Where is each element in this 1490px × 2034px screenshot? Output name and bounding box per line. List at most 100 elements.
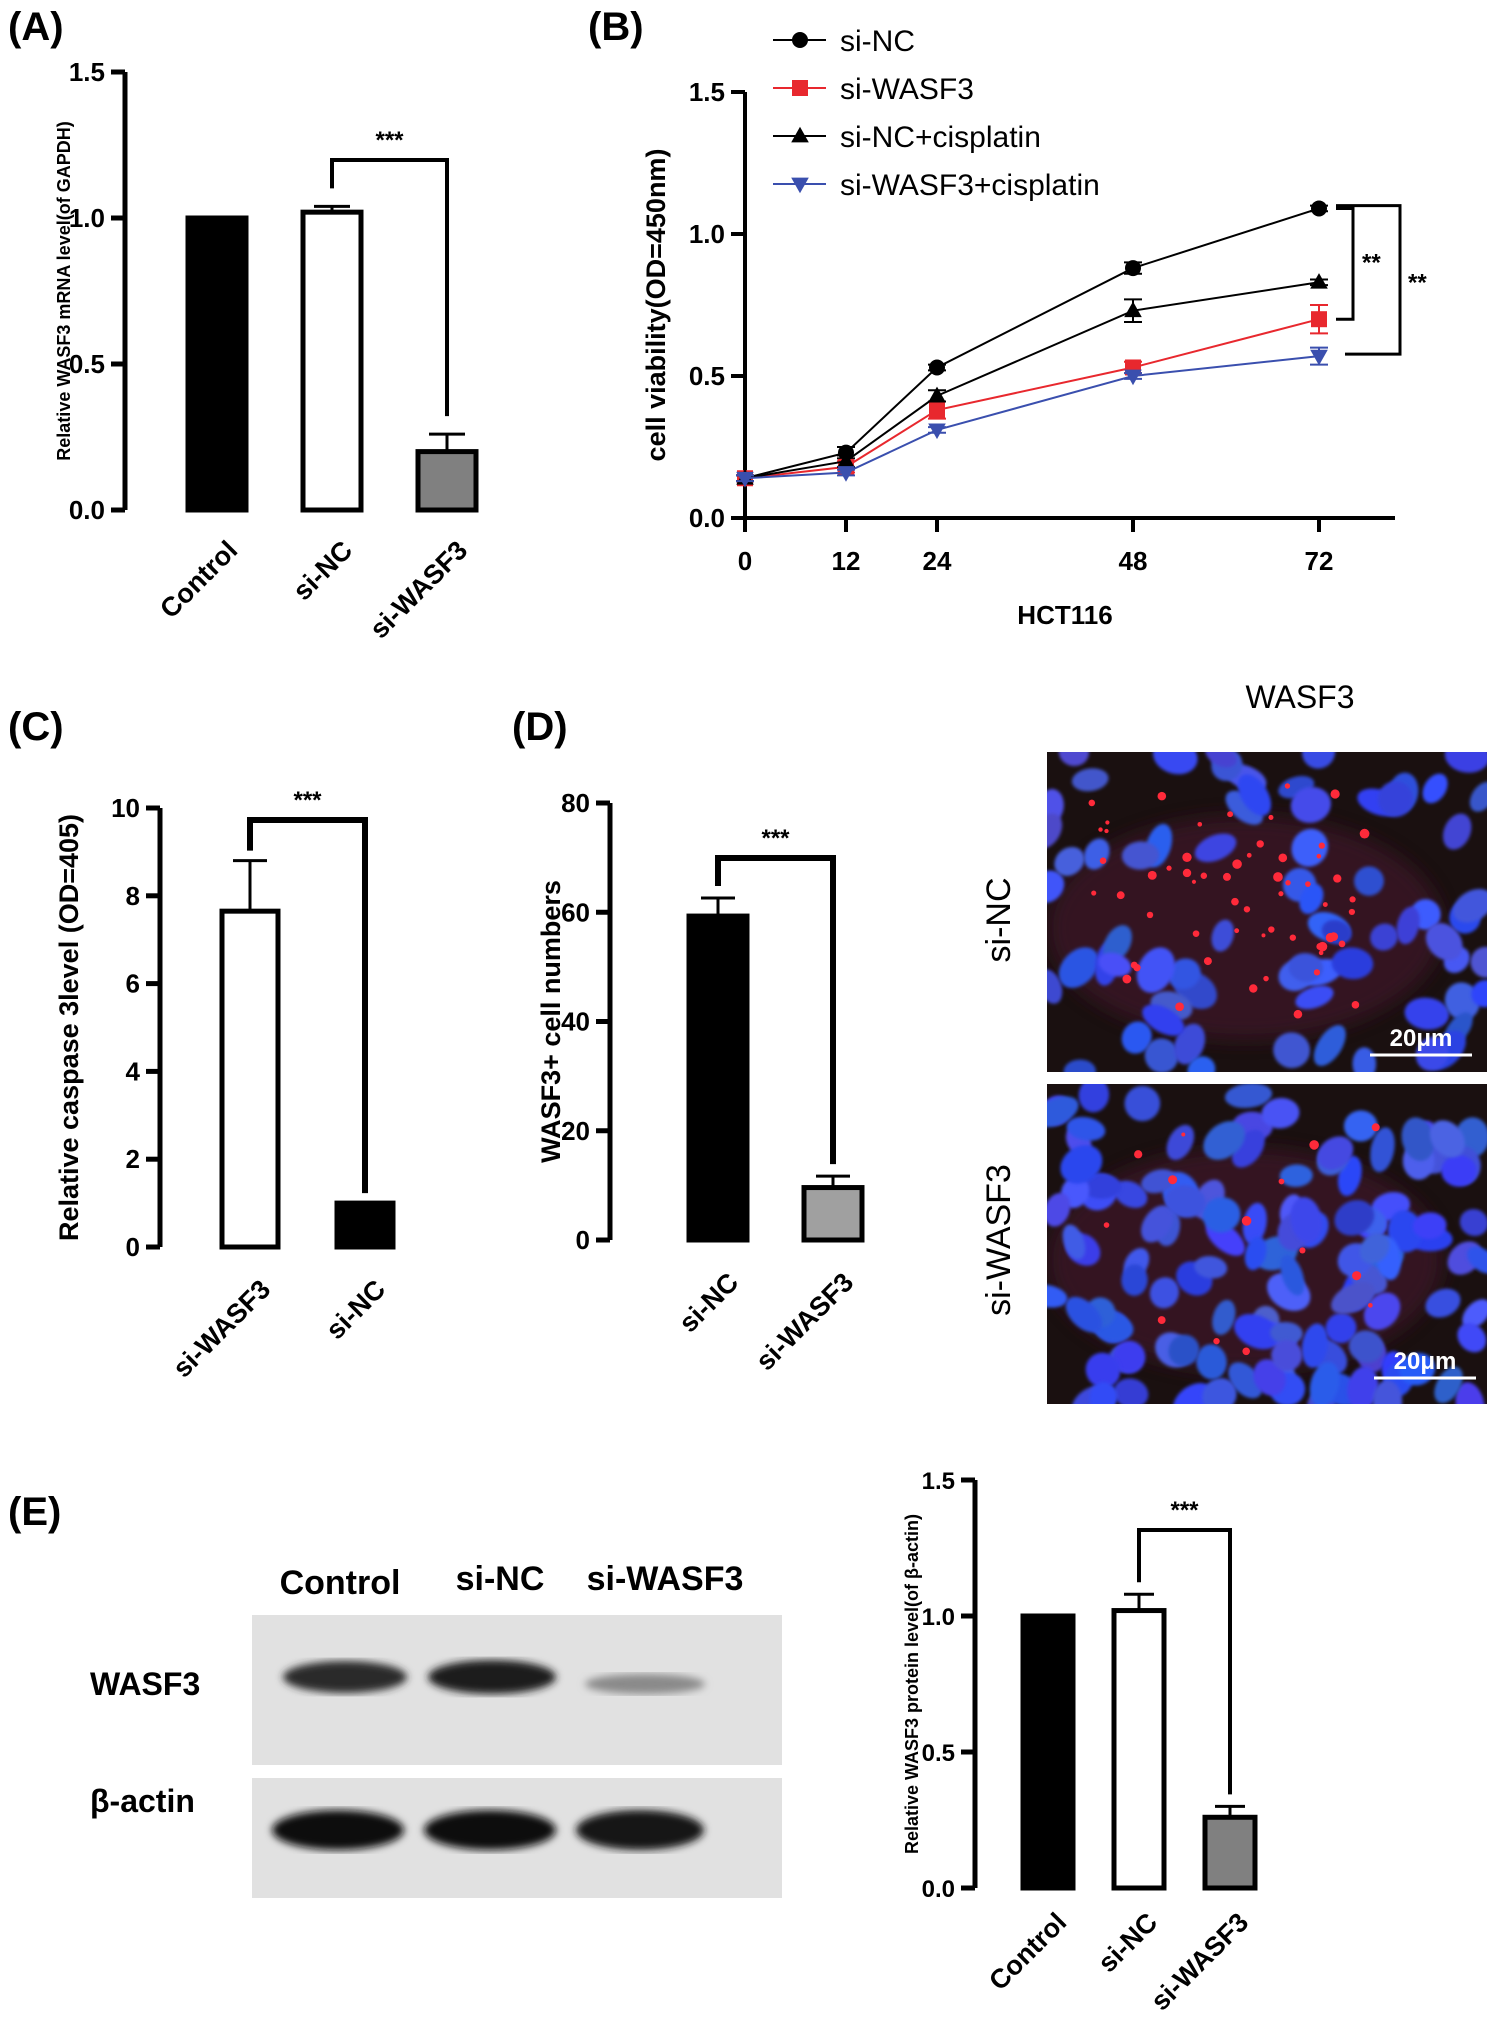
data-point: [837, 466, 855, 482]
wasf3-signal: [1105, 820, 1110, 825]
y-tick-label: 0.0: [69, 495, 105, 525]
y-tick-label: 1.5: [69, 57, 105, 87]
y-tick-label: 1.0: [689, 219, 725, 249]
nucleus: [1047, 870, 1065, 904]
wasf3-signal: [1263, 975, 1269, 982]
nucleus: [1113, 1378, 1149, 1404]
nucleus: [1047, 788, 1064, 824]
nucleus: [1331, 947, 1374, 980]
panel-label-d: (D): [512, 705, 568, 749]
nucleus: [1343, 1110, 1378, 1142]
wasf3-signal: [1157, 791, 1167, 801]
wasf3-signal: [1088, 799, 1096, 807]
microscopy-content: [1047, 1084, 1487, 1404]
x-category-label: si-NC: [673, 1267, 744, 1338]
wasf3-signal: [1333, 874, 1342, 883]
wasf3-signal: [1242, 1347, 1250, 1356]
wasf3-signal: [1146, 911, 1154, 919]
significance-bracket: [1137, 1528, 1232, 1795]
data-point: [1125, 260, 1141, 277]
chart-b: 0.0 0.5 1.0 1.5 0 12 24 48 72 HCT116 cell viabilit…: [641, 25, 1427, 630]
wasf3-signal: [1305, 881, 1311, 887]
microscopy-content: [1047, 752, 1487, 1072]
nucleus: [1470, 946, 1487, 978]
wasf3-signal: [1278, 1178, 1285, 1185]
nucleus: [1348, 1330, 1384, 1363]
nucleus: [1441, 1155, 1477, 1187]
nucleus: [1060, 1145, 1103, 1184]
significance-bracket: [330, 158, 449, 417]
nucleus: [1457, 1322, 1487, 1353]
data-point: [1311, 311, 1327, 328]
nucleus: [1313, 1025, 1346, 1067]
nucleus: [1063, 1059, 1096, 1072]
wasf3-signal: [1122, 974, 1132, 984]
nucleus: [1270, 1321, 1303, 1345]
blot-band-actin-si-wasf3: [576, 1810, 704, 1850]
nucleus: [1442, 813, 1472, 850]
bar-si-wasf3: [415, 449, 479, 513]
y-tick-label: 80: [561, 788, 590, 818]
wasf3-signal: [1147, 870, 1157, 880]
nucleus: [1290, 1197, 1323, 1244]
y-axis-label: Relative WASF3 mRNA level(of GAPDH): [54, 121, 74, 460]
nucleus: [1280, 1254, 1305, 1296]
nucleus: [1047, 1284, 1068, 1308]
y-axis-label: Relative WASF3 protein level(of β-actin): [902, 1514, 922, 1854]
series-si-wasf3-cisplatin: [736, 346, 1328, 488]
nucleus: [1444, 982, 1480, 1021]
nucleus: [1080, 1173, 1122, 1199]
legend-marker: [791, 126, 809, 143]
nucleus: [1347, 1366, 1379, 1404]
nucleus: [1136, 947, 1175, 993]
wasf3-signal: [1091, 890, 1097, 896]
y-tick-label: 0.0: [922, 1876, 955, 1903]
blot-lane-label-si-nc: si-NC: [456, 1560, 545, 1598]
nucleus: [1377, 781, 1414, 817]
significance-label: **: [1408, 269, 1427, 296]
wasf3-signal: [1157, 1316, 1166, 1324]
data-point: [1310, 273, 1328, 289]
x-tick-label: 0: [738, 546, 752, 576]
series-line: [744, 355, 1320, 480]
nucleus: [1066, 1116, 1106, 1141]
wasf3-signal: [1116, 891, 1125, 900]
bar-si-nc: [1111, 1608, 1167, 1891]
nucleus: [1425, 923, 1463, 961]
microscopy-row-label-1: si-NC: [980, 878, 1018, 963]
wasf3-signal: [1241, 1216, 1252, 1226]
nucleus: [1225, 790, 1264, 825]
microscopy-image-si-wasf3: [1047, 1084, 1487, 1404]
nucleus: [1062, 1224, 1086, 1260]
wasf3-signal: [1232, 859, 1242, 869]
wasf3-signal: [1316, 853, 1322, 859]
wasf3-signal: [1299, 1247, 1306, 1254]
data-point: [1311, 200, 1327, 217]
wasf3-signal: [1246, 852, 1252, 858]
nucleus: [1047, 969, 1063, 1004]
nucleus: [1202, 1377, 1237, 1404]
wasf3-signal: [1371, 1123, 1380, 1132]
data-point: [928, 386, 946, 403]
wasf3-signal: [1318, 950, 1324, 956]
x-category-label: si-WASF3: [1145, 1907, 1254, 2016]
microscopy-row-label-2: si-WASF3: [980, 1164, 1018, 1316]
wasf3-signal: [1103, 1222, 1110, 1228]
nucleus: [1261, 1097, 1300, 1129]
chart-c: 0 2 4 6 8 10 Relative caspase 3level (OD=405) s…: [54, 787, 396, 1383]
nucleus: [1354, 866, 1384, 896]
bar-si-wasf3: [801, 1185, 865, 1243]
significance-label: **: [1362, 249, 1381, 276]
wasf3-signal: [1359, 828, 1370, 839]
wasf3-signal: [1268, 814, 1274, 820]
wasf3-signal: [1348, 908, 1355, 916]
legend-marker: [792, 32, 808, 48]
nucleus: [1459, 1209, 1487, 1237]
bar-si-nc: [334, 1200, 396, 1250]
y-tick-label: 4: [126, 1056, 141, 1086]
y-tick-label: 0: [126, 1232, 140, 1262]
wasf3-signal: [1268, 926, 1275, 933]
nucleus: [1194, 1256, 1228, 1279]
nucleus: [1469, 781, 1487, 812]
